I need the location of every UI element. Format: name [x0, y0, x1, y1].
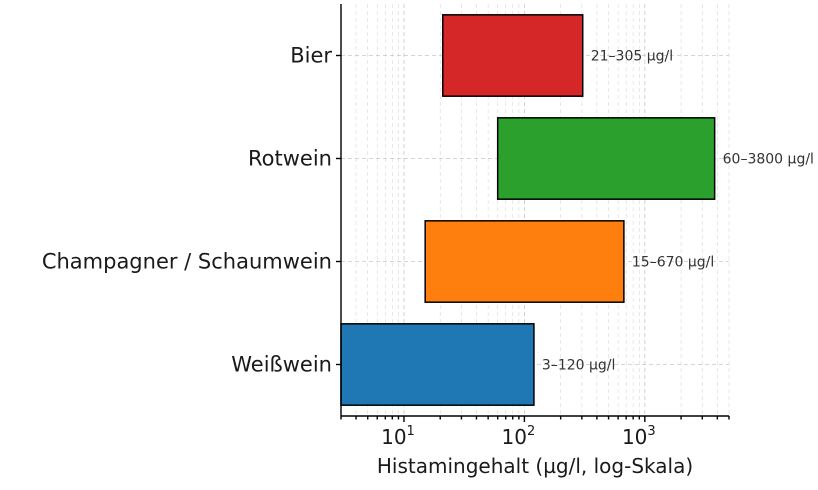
x-tick-label: 103: [622, 424, 656, 449]
data-label: 60–3800 µg/l: [723, 152, 814, 168]
bar-layer: [340, 14, 716, 406]
range-bar: [424, 220, 625, 303]
data-label: 21–305 µg/l: [591, 49, 673, 65]
axis-layer: [336, 4, 730, 422]
x-tick-label: 102: [502, 424, 536, 449]
category-label: Bier: [290, 44, 332, 68]
range-bar: [442, 14, 584, 97]
category-label: Champagner / Schaumwein: [42, 250, 332, 274]
range-bar: [340, 323, 535, 406]
category-label: Rotwein: [248, 147, 332, 171]
category-label: Weißwein: [231, 353, 332, 377]
x-tick-label: 101: [381, 424, 415, 449]
data-label: 3–120 µg/l: [542, 358, 615, 374]
label-layer: 3–120 µg/l Weißwein 15–670 µg/l Champagner …: [42, 44, 814, 450]
range-bar: [496, 117, 716, 200]
data-label: 15–670 µg/l: [632, 255, 714, 271]
x-axis-title: Histamingehalt (µg/l, log-Skala): [377, 454, 693, 478]
